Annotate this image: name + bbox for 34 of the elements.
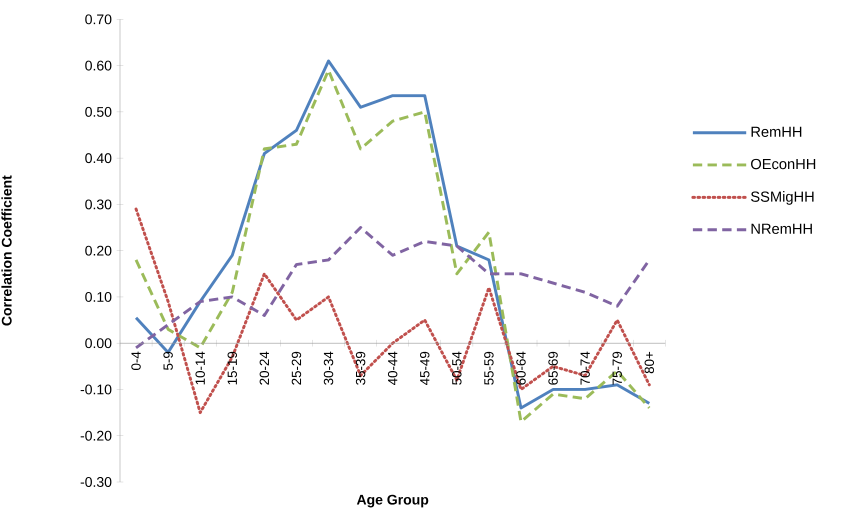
y-tick-label: 0.20 — [85, 246, 112, 256]
y-tick-label: -0.10 — [80, 384, 112, 394]
x-axis-title: Age Group — [356, 494, 428, 508]
y-tick-label: -0.20 — [80, 430, 112, 441]
x-tick-label: 65-69 — [548, 352, 558, 385]
x-tick-label: 45-49 — [420, 352, 430, 386]
y-axis-title: Correlation Coefficient — [1, 175, 12, 326]
y-tick-label: -0.30 — [80, 477, 112, 487]
legend-label: NRemHH — [752, 224, 812, 234]
x-tick-label: 70-74 — [580, 352, 590, 385]
x-tick-label: 50-54 — [452, 352, 462, 385]
y-tick-label: 0.60 — [85, 60, 112, 71]
x-tick-label: 40-44 — [388, 352, 398, 386]
x-tick-label: 20-24 — [260, 352, 270, 385]
legend-label: RemHH — [752, 126, 802, 137]
x-tick-label: 55-59 — [484, 352, 494, 385]
legend-label: OEconHH — [751, 158, 816, 170]
y-tick-label: 0.40 — [85, 153, 112, 164]
x-tick-label: 75-79 — [612, 352, 622, 385]
y-tick-label: 0.30 — [85, 199, 112, 210]
x-tick-label: 35-39 — [356, 352, 366, 385]
x-tick-label: 25-29 — [292, 352, 302, 385]
x-tick-label: 10-14 — [195, 352, 205, 384]
x-tick-label: 30-34 — [324, 352, 334, 385]
x-tick-label: 60-64 — [516, 352, 526, 385]
x-tick-label: 15-19 — [228, 352, 237, 384]
x-tick-label: 5-9 — [163, 352, 173, 370]
y-tick-label: 0.00 — [85, 338, 112, 348]
y-tick-label: 0.10 — [85, 292, 112, 302]
legend-label: SSMigHH — [751, 191, 814, 205]
y-tick-label: 0.70 — [85, 14, 112, 24]
x-tick-label: 80+ — [644, 352, 654, 374]
y-tick-label: 0.50 — [85, 106, 112, 117]
x-tick-label: 0-4 — [131, 352, 141, 370]
